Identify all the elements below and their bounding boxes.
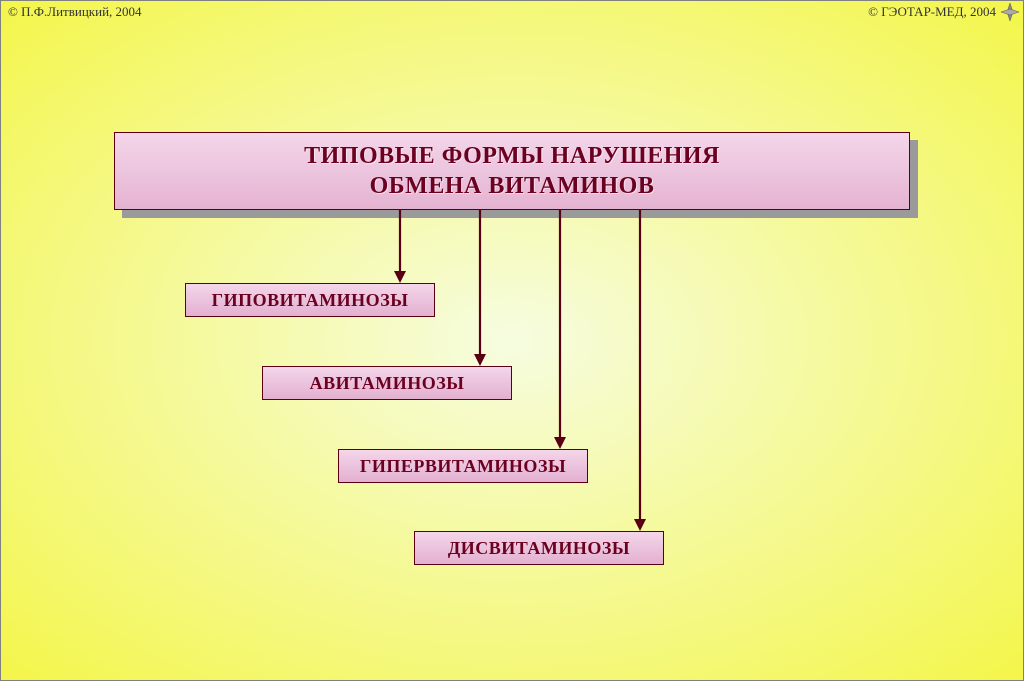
title-box: ТИПОВЫЕ ФОРМЫ НАРУШЕНИЯ ОБМЕНА ВИТАМИНОВ [114,132,910,210]
child-label-1: АВИТАМИНОЗЫ [310,373,465,394]
publisher-logo-icon [1000,2,1020,22]
child-box-3: ДИСВИТАМИНОЗЫ [414,531,664,565]
child-box-0: ГИПОВИТАМИНОЗЫ [185,283,435,317]
copyright-right: © ГЭОТАР-МЕД, 2004 [868,4,996,20]
child-box-1: АВИТАМИНОЗЫ [262,366,512,400]
child-label-3: ДИСВИТАМИНОЗЫ [448,538,630,559]
slide-background [0,0,1024,681]
copyright-left: © П.Ф.Литвицкий, 2004 [8,4,142,20]
title-line-2: ОБМЕНА ВИТАМИНОВ [304,171,720,201]
title-line-1: ТИПОВЫЕ ФОРМЫ НАРУШЕНИЯ [304,141,720,171]
child-box-2: ГИПЕРВИТАМИНОЗЫ [338,449,588,483]
child-label-0: ГИПОВИТАМИНОЗЫ [212,290,409,311]
child-label-2: ГИПЕРВИТАМИНОЗЫ [360,456,566,477]
